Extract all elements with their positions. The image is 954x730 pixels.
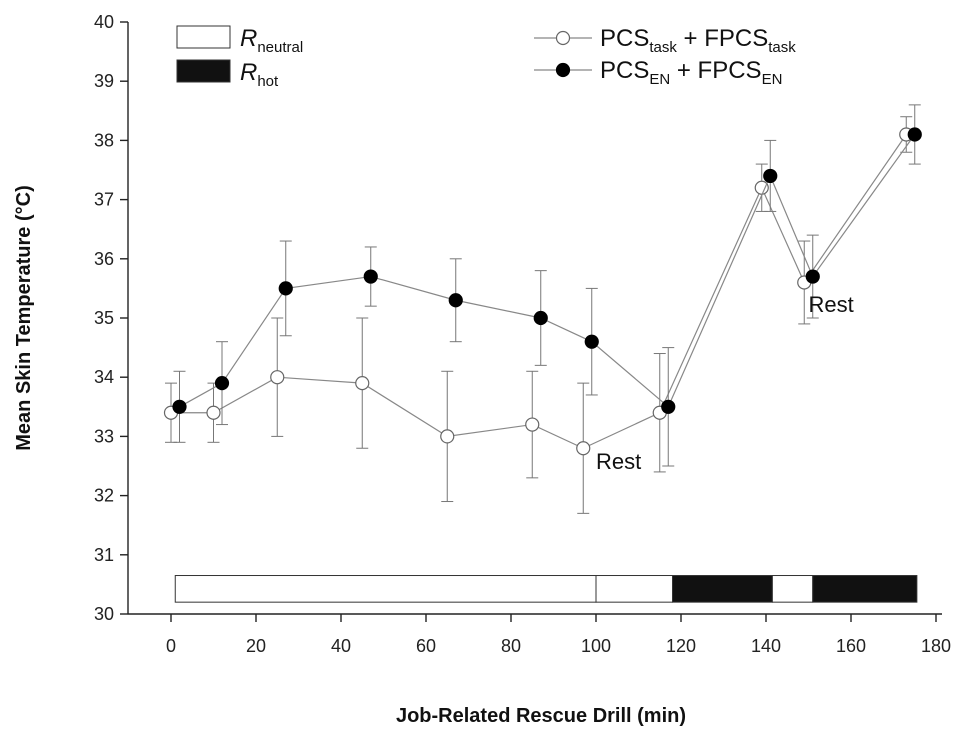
- data-point: [576, 441, 591, 456]
- x-tick-label: 120: [666, 636, 696, 656]
- annotations: Rest Rest: [596, 292, 854, 474]
- legend-marker: [555, 62, 571, 78]
- y-tick-label: 39: [94, 71, 114, 91]
- bar-segment-neutral: [174, 575, 597, 603]
- x-tick-label: 80: [501, 636, 521, 656]
- y-tick-label: 30: [94, 604, 114, 624]
- y-tick-label: 35: [94, 308, 114, 328]
- y-axis-title: Mean Skin Temperature (°C): [13, 185, 35, 450]
- rest-annotation: Rest: [809, 292, 854, 317]
- y-tick-label: 31: [94, 545, 114, 565]
- x-tick-label: 0: [166, 636, 176, 656]
- x-tick-label: 100: [581, 636, 611, 656]
- x-tick-label: 160: [836, 636, 866, 656]
- data-point: [172, 399, 187, 414]
- data-point: [907, 127, 922, 142]
- rest-annotation: Rest: [596, 449, 641, 474]
- bar-segment-neutral: [595, 575, 673, 603]
- y-tick-label: 40: [94, 12, 114, 32]
- bar-segment-hot: [672, 575, 773, 603]
- legend-swatch-hot: [176, 59, 231, 83]
- axes: 30 31 32 33 34 35 36 37 38 39 40 0 20 40 60 80 100 120 140…: [94, 12, 951, 656]
- data-point: [270, 370, 285, 385]
- legend-series-label: PCSEN + FPCSEN: [600, 57, 782, 88]
- x-tick-label: 60: [416, 636, 436, 656]
- data-point: [448, 293, 463, 308]
- data-point: [584, 334, 599, 349]
- data-point: [805, 269, 820, 284]
- legend-marker: [555, 30, 571, 46]
- y-tick-label: 38: [94, 130, 114, 150]
- condition-bar: [174, 575, 918, 603]
- x-tick-label: 140: [751, 636, 781, 656]
- series-en: [172, 104, 922, 467]
- y-tick-label: 34: [94, 367, 114, 387]
- x-tick-label: 20: [246, 636, 266, 656]
- y-tick-label: 33: [94, 426, 114, 446]
- data-point: [440, 429, 455, 444]
- bar-segment-neutral: [771, 575, 814, 603]
- x-axis-title: Job-Related Rescue Drill (min): [396, 705, 686, 727]
- series-group: [163, 104, 922, 514]
- x-tick-label: 40: [331, 636, 351, 656]
- data-point: [525, 417, 540, 432]
- y-tick-label: 32: [94, 486, 114, 506]
- legend-swatch-neutral: [176, 25, 231, 49]
- legend-label-neutral: Rneutral: [240, 25, 303, 56]
- data-point: [533, 310, 548, 326]
- y-tick-label: 37: [94, 190, 114, 210]
- data-point: [363, 269, 378, 284]
- data-point: [278, 281, 293, 296]
- data-point: [661, 399, 676, 414]
- data-point: [214, 376, 230, 391]
- x-tick-label: 180: [921, 636, 951, 656]
- y-tick-label: 36: [94, 249, 114, 269]
- data-point: [763, 168, 778, 184]
- legend-label-hot: Rhot: [240, 59, 279, 90]
- data-point: [355, 376, 370, 391]
- legend-series-label: PCStask + FPCStask: [600, 25, 796, 56]
- bar-segment-hot: [812, 575, 918, 603]
- series-task: [163, 116, 914, 514]
- data-point: [206, 405, 221, 420]
- data-point: [754, 180, 769, 195]
